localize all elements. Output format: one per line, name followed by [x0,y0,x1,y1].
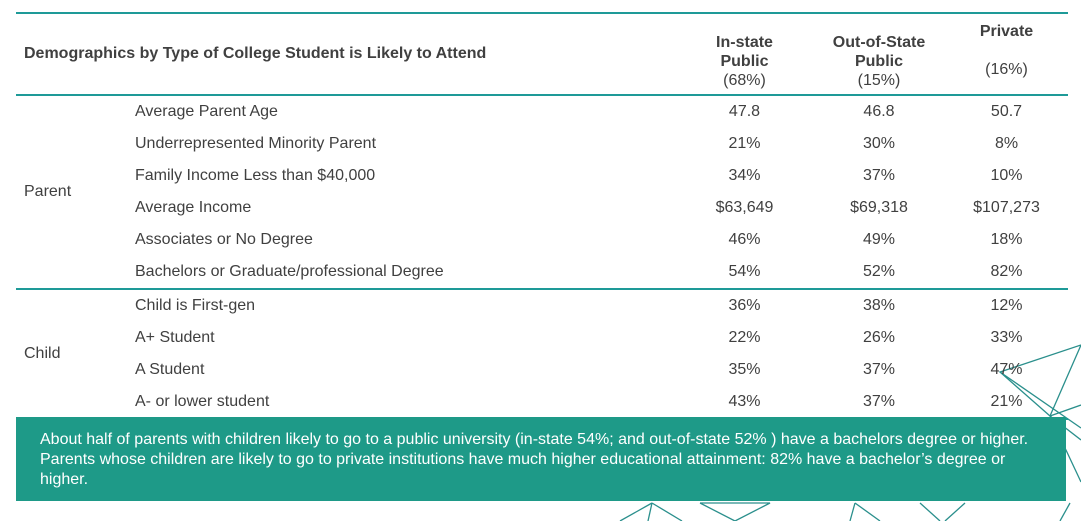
column-name-line1: Out-of-State [832,34,926,51]
column-share: (68%) [723,72,766,89]
cell-private: 8% [994,135,1019,152]
table-row: A+ Student 22% 26% 33% [16,322,1068,354]
cell-in-state: 54% [676,256,813,290]
cell-in-state: $63,649 [715,199,774,216]
cell-out-of-state: 49% [862,231,896,248]
cell-private: 18% [990,231,1023,248]
group-label-child: Child [16,289,135,420]
row-label: Associates or No Degree [135,231,313,248]
cell-private: 50.7 [990,103,1023,120]
table-row: Underrepresented Minority Parent 21% 30%… [16,128,1068,160]
group-label-parent: Parent [16,95,135,290]
cell-out-of-state: 52% [813,256,945,290]
cell-in-state: 34% [728,167,761,184]
child-group: Child Child is First-gen 36% 38% 12% A+ … [16,289,1068,420]
row-label: Average Parent Age [135,103,278,120]
cell-out-of-state: 37% [813,386,945,420]
cell-in-state: 47.8 [728,103,761,120]
summary-callout-box: About half of parents with children like… [16,417,1066,501]
table-row: Associates or No Degree 46% 49% 18% [16,224,1068,256]
cell-in-state: 21% [728,135,761,152]
cell-out-of-state: 37% [862,167,896,184]
row-label: A- or lower student [135,386,676,420]
row-label: Average Income [135,199,252,216]
table-row: Average Income $63,649 $69,318 $107,273 [16,192,1068,224]
table-header-row: Demographics by Type of College Student … [16,13,1068,95]
column-name-line2: Public [854,53,903,70]
cell-private: 47% [990,361,1023,378]
cell-out-of-state: 38% [862,297,896,314]
column-header-out-of-state-public: Out-of-State Public (15%) [813,13,945,95]
row-label: Family Income Less than $40,000 [135,167,376,184]
column-name-line2: Public [720,53,769,70]
cell-out-of-state: 37% [862,361,896,378]
row-label: Bachelors or Graduate/professional Degre… [135,256,676,290]
demographics-table: Demographics by Type of College Student … [16,12,1068,420]
cell-out-of-state: 26% [862,329,896,346]
parent-group: Parent Average Parent Age 47.8 46.8 50.7… [16,95,1068,290]
cell-private: 21% [945,386,1068,420]
table-row: Family Income Less than $40,000 34% 37% … [16,160,1068,192]
table-row: Bachelors or Graduate/professional Degre… [16,256,1068,290]
cell-in-state: 22% [728,329,761,346]
column-name-line1: Private [979,23,1034,40]
demographics-table-container: Demographics by Type of College Student … [16,12,1068,420]
cell-in-state: 35% [728,361,761,378]
row-label: A+ Student [135,329,215,346]
table-row: A- or lower student 43% 37% 21% [16,386,1068,420]
row-label: Child is First-gen [135,297,256,314]
cell-in-state: 46% [728,231,761,248]
row-label: Underrepresented Minority Parent [135,135,377,152]
cell-private: 10% [990,167,1023,184]
cell-out-of-state: 30% [862,135,896,152]
column-share: (16%) [985,61,1028,78]
summary-callout-text: About half of parents with children like… [40,431,1029,488]
cell-private: 33% [990,329,1023,346]
table-row: Child Child is First-gen 36% 38% 12% [16,289,1068,420]
table-title: Demographics by Type of College Student … [24,45,487,62]
cell-in-state: 36% [728,297,761,314]
cell-out-of-state: 46.8 [863,103,895,120]
column-name-line1: In-state [716,34,773,51]
cell-out-of-state: $69,318 [850,199,908,216]
column-share: (15%) [857,72,901,89]
column-name-line2 [945,41,1068,60]
cell-private: 12% [990,297,1023,314]
table-row: A Student 35% 37% 47% [16,354,1068,386]
cell-private: $107,273 [973,199,1040,216]
cell-in-state: 43% [676,386,813,420]
cell-private: 82% [945,256,1068,290]
column-header-in-state-public: In-state Public (68%) [676,13,813,95]
column-header-private: Private (16%) [945,13,1068,95]
row-label: A Student [135,361,205,378]
table-row: Parent Average Parent Age 47.8 46.8 50.7 [16,95,1068,290]
